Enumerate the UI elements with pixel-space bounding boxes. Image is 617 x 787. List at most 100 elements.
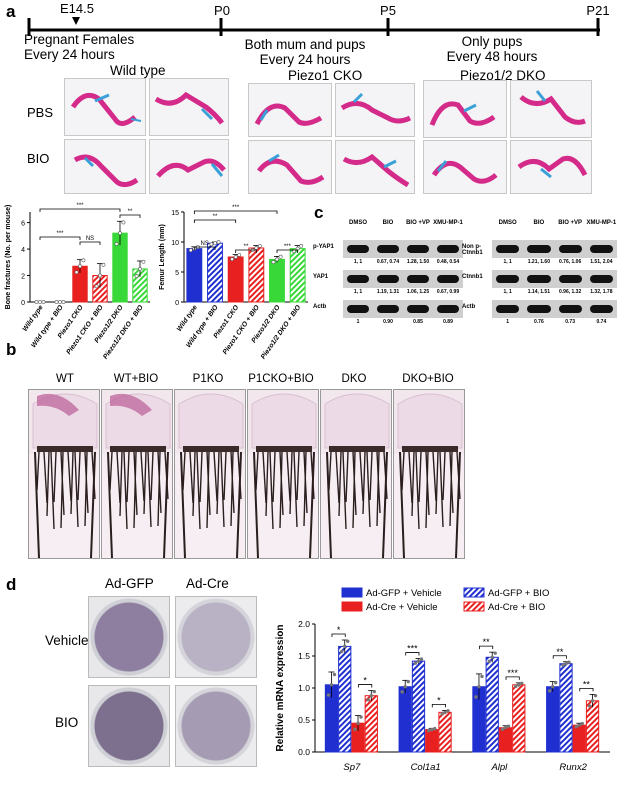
- y-tick-label: 10: [171, 240, 179, 247]
- data-point: [118, 231, 122, 236]
- blot-band: [437, 245, 459, 253]
- data-point: [213, 241, 217, 246]
- blot-row-label: Non p-Ctnnb1: [462, 244, 483, 256]
- data-point: [419, 657, 424, 661]
- bar: [438, 711, 452, 753]
- sig-label: **: [483, 637, 491, 647]
- blot-band: [347, 305, 369, 313]
- blot-quant: 1, 1: [353, 289, 363, 295]
- data-point: [517, 683, 521, 687]
- data-point: [275, 257, 279, 262]
- data-point: [403, 685, 407, 689]
- phase3-label: Only pups Every 48 hours: [432, 34, 552, 64]
- data-point: [254, 246, 259, 250]
- bar: [559, 663, 573, 753]
- data-point: [567, 660, 571, 664]
- data-point: [326, 693, 331, 697]
- data-point: [480, 674, 484, 679]
- sig-label: *: [363, 676, 367, 686]
- skeleton-dko-bio-2: [510, 140, 592, 194]
- blot-band: [437, 305, 459, 313]
- well-gfp-vehicle: [88, 596, 170, 678]
- data-point: [233, 255, 238, 259]
- y-tick-label: 15: [171, 210, 179, 217]
- blot-band: [527, 275, 551, 283]
- data-point: [551, 685, 555, 689]
- blot-quant: 0.67, 0.74: [376, 259, 400, 265]
- group-title-piezo1-cko: Piezo1 CKO: [288, 68, 363, 83]
- timeline-marker-p21: P21: [586, 3, 610, 18]
- data-point: [34, 300, 39, 304]
- blot-band: [407, 275, 429, 283]
- skeleton-cko-bio-1: [248, 140, 332, 194]
- data-point: [474, 695, 478, 699]
- data-point: [400, 690, 404, 694]
- y-axis-label: Relative mRNA expression: [275, 625, 286, 752]
- category-label: Wild type: [176, 304, 199, 333]
- row-label-bio-d: BIO: [55, 715, 79, 730]
- western-blot-yap1: DMSO BIO BIO +VP XMU-MP-1 p-YAP1 1, 1 0.67, 0.…: [313, 218, 463, 328]
- data-point: [278, 254, 283, 259]
- data-point: [413, 661, 418, 665]
- panel-b-letter: b: [6, 340, 17, 359]
- legend-swatch: [341, 587, 363, 598]
- data-point: [577, 723, 581, 727]
- sig-label: **: [556, 647, 564, 657]
- col-label-ad-gfp: Ad-GFP: [105, 576, 154, 591]
- blot-lane-header: XMU-MP-1: [586, 220, 617, 226]
- col-label-ad-cre: Ad-Cre: [186, 576, 229, 591]
- well-cre-vehicle: [175, 596, 257, 678]
- data-point: [78, 264, 82, 269]
- panel-c-letter: c: [314, 203, 324, 222]
- skeleton-dko-pbs-1: [423, 80, 507, 138]
- skeleton-wt-pbs-1: [64, 78, 146, 136]
- blot-row-label: p-YAP1: [313, 244, 334, 250]
- blot-lane-header: BIO: [382, 220, 394, 226]
- bar: [425, 729, 439, 753]
- blot-strip: [343, 300, 463, 318]
- sig-label: **: [128, 209, 133, 215]
- blot-quant: 0.89: [443, 319, 453, 325]
- blot-lane-header: BIO +VP: [558, 220, 583, 226]
- data-point: [216, 240, 221, 245]
- sig-label: ***: [507, 668, 518, 678]
- blot-band: [496, 275, 520, 283]
- data-point: [41, 300, 46, 304]
- data-point: [503, 725, 508, 730]
- skeleton-wt-bio-1: [64, 139, 146, 194]
- data-point: [500, 727, 505, 731]
- sig-label: ***: [76, 203, 84, 209]
- data-point: [134, 274, 139, 278]
- blot-quant: 1.51, 2.04: [590, 259, 613, 265]
- skeleton-cko-bio-2: [335, 140, 415, 194]
- sig-bracket: [39, 208, 121, 212]
- legend-swatch: [463, 601, 485, 612]
- row-label-bio: BIO: [27, 151, 50, 166]
- blot-band: [377, 245, 399, 253]
- category-label: Piezo1/2 DKO + BIO: [102, 304, 145, 361]
- blot-band: [437, 275, 459, 283]
- data-point: [114, 241, 119, 246]
- data-point: [98, 273, 102, 278]
- category-label: Runx2: [559, 762, 587, 773]
- data-point: [332, 672, 337, 677]
- sig-label: ***: [56, 231, 64, 237]
- sig-label: NS: [86, 236, 94, 242]
- data-point: [271, 260, 276, 265]
- sig-bracket: [193, 219, 237, 223]
- histology-section: [174, 389, 246, 559]
- blot-quant: 1, 1: [503, 259, 512, 265]
- hist-label-dko: DKO: [341, 373, 367, 385]
- blot-quant: 1.19, 1.31: [376, 289, 400, 295]
- sig-bracket: [505, 676, 520, 680]
- data-point: [121, 220, 126, 225]
- well-cre-bio: [175, 685, 257, 767]
- histology-section: [101, 389, 173, 559]
- y-axis-label: Femur Length (mm): [159, 224, 166, 290]
- blot-band: [377, 275, 399, 283]
- data-point: [61, 300, 66, 304]
- histology-section: [320, 389, 392, 559]
- phase2-line1: Both mum and pups: [244, 37, 366, 52]
- blot-quant: 1: [356, 319, 360, 325]
